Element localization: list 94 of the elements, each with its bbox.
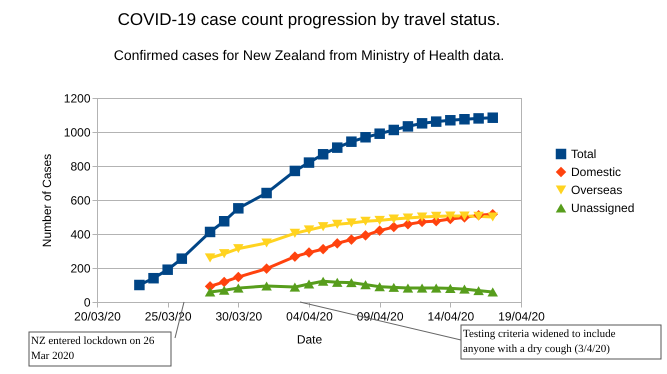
point [445, 115, 456, 126]
text: Testing criteria widened to include anyone with a dry cough (3/4/20) [463, 328, 616, 355]
point [204, 287, 216, 297]
legend-label: Overseas [571, 183, 622, 197]
point [233, 244, 244, 254]
x-axis-title: Date [296, 332, 322, 346]
legend-label: Domestic [571, 165, 622, 179]
point [148, 272, 159, 284]
point [402, 284, 414, 293]
y-axis-title: Number of Cases [40, 154, 54, 248]
point [416, 212, 428, 222]
y-tick-label: 600 [70, 194, 91, 208]
point [374, 128, 385, 139]
point [360, 280, 371, 290]
point [218, 249, 230, 258]
point [290, 228, 300, 238]
point [218, 276, 230, 288]
point [318, 244, 328, 254]
point [445, 284, 456, 293]
y-tick-label: 1000 [64, 126, 91, 140]
point [218, 216, 230, 226]
point [473, 286, 484, 296]
point [388, 222, 400, 232]
point [261, 281, 272, 291]
point [233, 284, 244, 293]
point [374, 282, 385, 292]
x-tick-label: 30/03/20 [215, 310, 263, 324]
point [218, 286, 230, 295]
point [487, 287, 498, 297]
point [346, 234, 357, 245]
legend-label: Unassigned [571, 201, 634, 215]
point [318, 149, 328, 160]
point [290, 166, 300, 176]
x-tick-label: 14/04/20 [427, 310, 475, 324]
point [304, 157, 314, 168]
point [261, 188, 272, 198]
point [402, 213, 414, 223]
point [473, 113, 484, 124]
point [261, 238, 272, 248]
point [332, 220, 343, 229]
point [360, 230, 371, 241]
x-tick-label: 09/04/20 [356, 310, 404, 324]
point [388, 282, 400, 292]
point [162, 264, 173, 275]
point [290, 251, 300, 262]
point [459, 284, 470, 294]
point [304, 225, 314, 234]
legend-label: Total [571, 147, 596, 161]
point [318, 222, 328, 232]
point [304, 279, 314, 289]
point [360, 132, 371, 143]
point [346, 218, 357, 228]
point [332, 278, 343, 287]
y-tick-label: 1200 [64, 92, 91, 106]
point [430, 212, 442, 221]
point [134, 280, 145, 290]
point [360, 216, 371, 226]
y-tick-label: 200 [70, 262, 91, 276]
point [445, 211, 456, 221]
point [402, 121, 414, 132]
y-tick-label: 800 [70, 160, 91, 174]
point [487, 112, 498, 123]
point [374, 216, 385, 225]
point [416, 284, 428, 293]
x-tick-label: 19/04/20 [498, 310, 546, 324]
point [388, 124, 400, 136]
point [430, 284, 442, 293]
point [204, 226, 216, 238]
point [346, 278, 357, 288]
point [233, 203, 244, 214]
point [332, 238, 343, 249]
point [459, 114, 470, 124]
chart-title: COVID-19 case count progression by travel status. [118, 10, 500, 29]
x-tick-label: 04/04/20 [286, 310, 334, 324]
point [233, 272, 244, 282]
point [487, 212, 498, 222]
point [318, 276, 328, 286]
point [332, 142, 343, 153]
point [176, 253, 188, 264]
point [204, 253, 216, 263]
point [374, 225, 385, 236]
point [346, 136, 357, 147]
text: NZ entered lockdown on 26 Mar 2020 [31, 335, 155, 362]
x-tick-label: 20/03/20 [74, 310, 122, 324]
point [416, 118, 428, 129]
point [402, 219, 414, 230]
y-tick-label: 400 [70, 228, 91, 242]
y-tick-label: 0 [84, 296, 91, 310]
chart-subtitle: Confirmed cases for New Zealand from Ministry of Health data. [114, 47, 504, 63]
point [290, 282, 300, 292]
point [430, 116, 442, 127]
point [304, 247, 314, 258]
point [388, 214, 400, 224]
point [261, 263, 272, 274]
